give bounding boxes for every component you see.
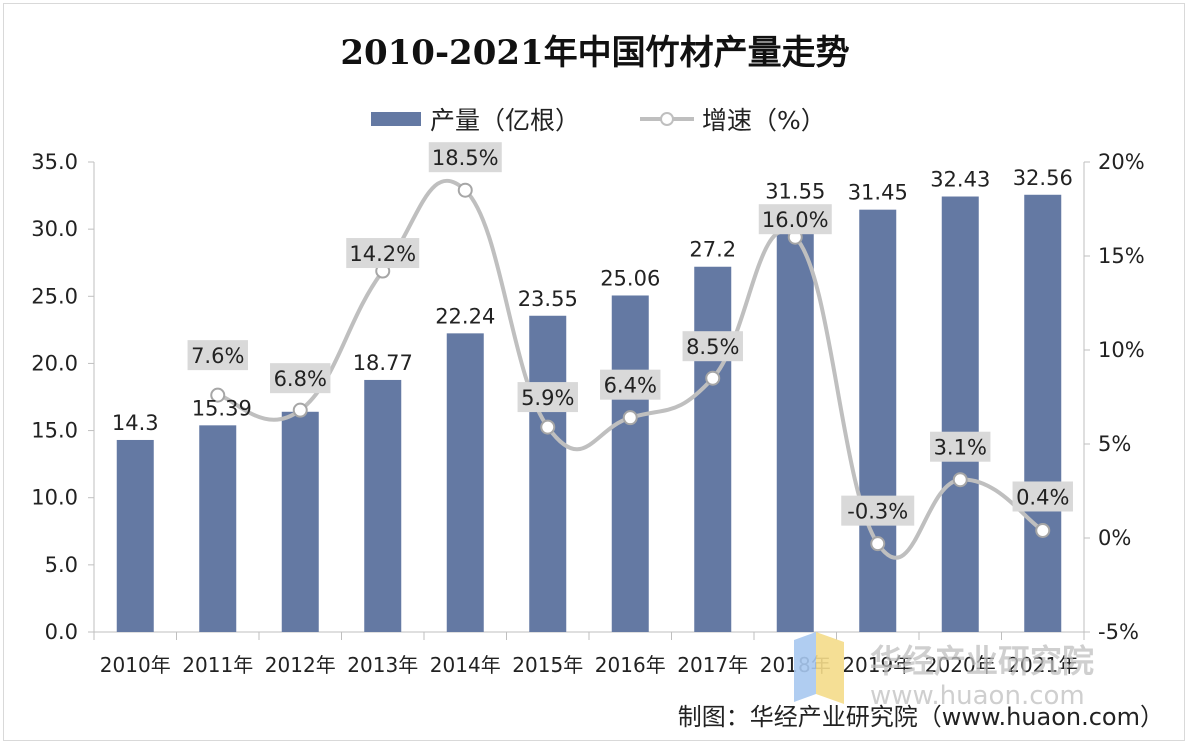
- watermark-logo-blue: [794, 632, 816, 702]
- growth-label-box: [187, 340, 248, 371]
- bar-production: [116, 439, 154, 632]
- growth-point: [540, 419, 556, 435]
- growth-point: [952, 472, 968, 488]
- x-axis-tick-label: 2019年: [842, 653, 913, 677]
- growth-value-label: 18.5%: [432, 146, 499, 170]
- bar-production: [941, 196, 979, 633]
- bar-value-label: 32.43: [930, 168, 990, 192]
- left-axis-tick-label: 20.0: [31, 351, 78, 375]
- bar-production: [281, 411, 319, 632]
- growth-point: [1035, 522, 1051, 538]
- growth-label-box: [600, 369, 661, 400]
- x-axis-tick-label: 2021年: [1007, 653, 1078, 677]
- source-note: 制图：华经产业研究院（www.huaon.com）: [678, 703, 1164, 731]
- left-axis-tick-label: 30.0: [31, 217, 78, 241]
- x-axis-tick-label: 2012年: [265, 653, 336, 677]
- growth-point: [457, 182, 473, 198]
- growth-point: [705, 370, 721, 386]
- bar-value-label: 25.06: [600, 266, 660, 290]
- left-axis-tick-label: 10.0: [31, 486, 78, 510]
- x-axis-tick-label: 2010年: [100, 653, 171, 677]
- x-axis-tick-label: 2014年: [430, 653, 501, 677]
- watermark-name: 华经产业研究院: [870, 642, 1094, 680]
- x-axis-tick-label: 2017年: [677, 653, 748, 677]
- x-axis-tick-label: 2020年: [925, 653, 996, 677]
- x-axis-tick-label: 2011年: [182, 653, 253, 677]
- growth-value-label: 14.2%: [349, 242, 416, 266]
- right-axis-tick-label: 20%: [1098, 150, 1145, 174]
- left-axis-tick-label: 35.0: [31, 150, 78, 174]
- watermark-logo-yellow: [816, 632, 844, 704]
- legend-label-bar: 产量（亿根）: [430, 106, 580, 135]
- growth-label-box: [517, 382, 578, 413]
- growth-value-label: 8.5%: [686, 335, 739, 359]
- bar-production: [446, 333, 484, 632]
- growth-value-label: -0.3%: [847, 500, 908, 524]
- growth-label-box: [346, 238, 420, 269]
- growth-point: [292, 402, 308, 418]
- growth-label-box: [930, 431, 991, 462]
- growth-label-box: [682, 331, 743, 362]
- legend-label-line: 增速（%）: [702, 106, 826, 135]
- growth-value-label: 16.0%: [762, 208, 829, 232]
- bar-production: [529, 315, 567, 632]
- growth-label-box: [758, 204, 832, 235]
- growth-value-label: 6.4%: [604, 374, 657, 398]
- bar-value-label: 23.55: [518, 287, 578, 311]
- right-axis-tick-label: 15%: [1098, 244, 1145, 268]
- growth-label-box: [1012, 481, 1073, 512]
- bar-value-label: 27.2: [689, 238, 736, 262]
- left-axis-tick-label: 15.0: [31, 419, 78, 443]
- chart-frame: 2010-2021年中国竹材产量走势产量（亿根） 增速（%） 0.0 5.0 10.0 1…: [3, 3, 1185, 741]
- bar-value-label: 15.39: [192, 396, 252, 420]
- right-axis-tick-label: 5%: [1098, 432, 1131, 456]
- growth-label-box: [428, 142, 502, 173]
- growth-label-box: [270, 363, 331, 394]
- growth-value-label: 6.8%: [274, 367, 327, 391]
- growth-label-box: [841, 495, 915, 526]
- bar-production: [859, 209, 897, 632]
- growth-value-label: 7.6%: [191, 344, 244, 368]
- right-axis-tick-label: 0%: [1098, 526, 1131, 550]
- x-axis-tick-label: 2015年: [512, 653, 583, 677]
- legend-line-marker: [660, 112, 674, 126]
- bar-production: [776, 208, 814, 633]
- growth-point: [622, 410, 638, 426]
- bar-value-label: 32.56: [1013, 166, 1073, 190]
- chart-title: 2010-2021年中国竹材产量走势: [340, 33, 849, 73]
- legend-bar-swatch: [371, 112, 421, 126]
- bar-value-label: 31.55: [765, 179, 825, 203]
- bar-production: [199, 425, 237, 632]
- growth-value-label: 0.4%: [1016, 485, 1069, 509]
- bar-value-label: 22.24: [435, 304, 495, 328]
- right-axis-tick-label: 10%: [1098, 338, 1145, 362]
- bar-production: [611, 295, 649, 632]
- growth-value-label: 5.9%: [521, 386, 574, 410]
- bar-production: [1024, 194, 1062, 632]
- growth-point: [210, 387, 226, 403]
- left-axis-tick-label: 5.0: [45, 553, 78, 577]
- watermark-url: www.huaon.com: [870, 681, 1085, 711]
- bar-production: [364, 379, 402, 632]
- left-axis-tick-label: 25.0: [31, 284, 78, 308]
- right-axis-tick-label: -5%: [1098, 620, 1139, 644]
- bar-value-label: 14.3: [112, 411, 159, 435]
- bar-value-label: 18.77: [353, 351, 413, 375]
- watermark: [794, 632, 844, 704]
- bar-production: [694, 266, 732, 632]
- x-axis-tick-label: 2016年: [595, 653, 666, 677]
- x-axis-tick-label: 2013年: [347, 653, 418, 677]
- bar-value-label: 31.45: [848, 181, 908, 205]
- left-axis-tick-label: 0.0: [45, 620, 78, 644]
- growth-point: [870, 536, 886, 552]
- growth-value-label: 3.1%: [934, 436, 987, 460]
